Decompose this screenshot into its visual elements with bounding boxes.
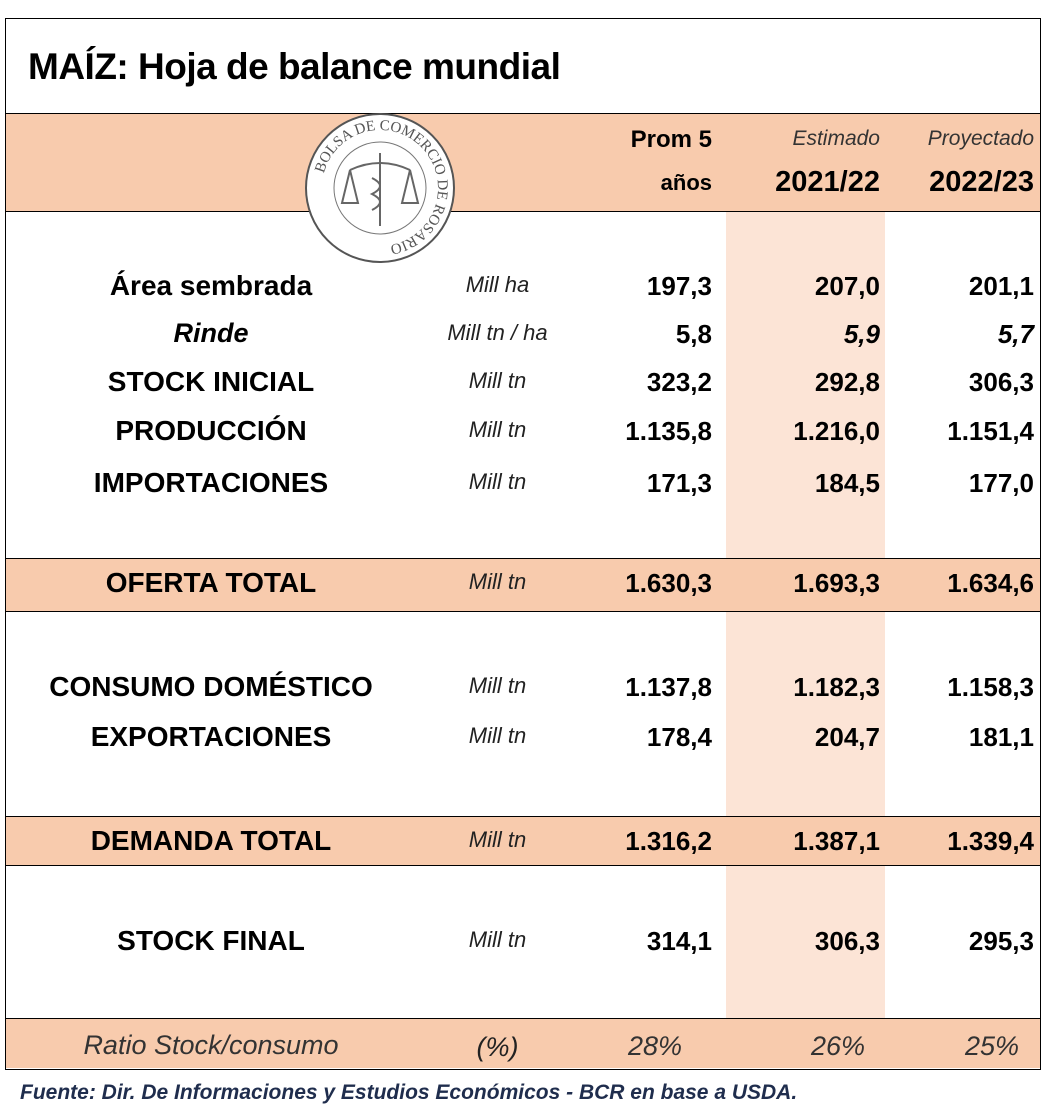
- row-label: Ratio Stock/consumo: [83, 1030, 339, 1060]
- row-value: 323,2: [646, 367, 712, 397]
- header-line2: años: [660, 170, 712, 195]
- row-value: 292,8: [814, 367, 880, 397]
- row-value: 5,9: [843, 319, 880, 349]
- row-label: DEMANDA TOTAL: [90, 825, 332, 856]
- row-value: 197,3: [646, 271, 712, 301]
- row-unit: Mill tn: [468, 569, 527, 594]
- row-value: 1.137,8: [625, 672, 712, 702]
- row-value: 171,3: [646, 468, 712, 498]
- row-value: 1.216,0: [793, 416, 880, 446]
- row-label: CONSUMO DOMÉSTICO: [49, 671, 373, 702]
- row-unit: Mill tn: [468, 723, 527, 748]
- row-label: IMPORTACIONES: [93, 467, 329, 498]
- row-value: 1.316,2: [625, 826, 712, 856]
- row-unit: Mill ha: [465, 272, 530, 297]
- row-value: 1.135,8: [625, 416, 712, 446]
- row-unit: Mill tn: [468, 469, 527, 494]
- row-unit: Mill tn: [468, 673, 527, 698]
- row-value: 1.630,3: [625, 568, 712, 598]
- header-line2: 2022/23: [929, 166, 1034, 198]
- row-unit: Mill tn: [468, 368, 527, 393]
- row-value: 1.387,1: [793, 826, 880, 856]
- column-highlight: [726, 212, 885, 1018]
- row-value: 1.151,4: [947, 416, 1034, 446]
- row-value: 314,1: [646, 926, 712, 956]
- row-value: 207,0: [814, 271, 880, 301]
- row-value: 204,7: [814, 722, 880, 752]
- header-line1: Estimado: [792, 127, 880, 150]
- logo-emblem: [340, 153, 420, 226]
- row-value: 25%: [964, 1031, 1019, 1061]
- row-band: [6, 558, 1040, 612]
- row-label: EXPORTACIONES: [90, 721, 332, 752]
- row-unit: Mill tn: [468, 417, 527, 442]
- row-band: [6, 1018, 1040, 1068]
- row-label: Rinde: [173, 318, 249, 348]
- header-band: [6, 113, 1040, 212]
- table-frame: [5, 18, 1041, 1070]
- row-value: 1.339,4: [947, 826, 1034, 856]
- row-value: 28%: [627, 1031, 682, 1061]
- title: MAÍZ: Hoja de balance mundial: [28, 46, 561, 87]
- row-value: 1.182,3: [793, 672, 880, 702]
- row-value: 306,3: [814, 926, 880, 956]
- row-value: 26%: [810, 1031, 865, 1061]
- row-value: 1.158,3: [947, 672, 1034, 702]
- row-value: 295,3: [968, 926, 1034, 956]
- row-unit: Mill tn / ha: [447, 320, 548, 345]
- row-value: 5,7: [997, 319, 1034, 349]
- row-label: OFERTA TOTAL: [105, 567, 317, 598]
- logo-inner: [333, 141, 427, 235]
- row-value: 181,1: [968, 722, 1034, 752]
- header-line1: Proyectado: [927, 127, 1034, 150]
- row-band: [6, 816, 1040, 866]
- footer-source: Fuente: Dir. De Informaciones y Estudios…: [20, 1081, 798, 1104]
- row-unit: Mill tn: [468, 927, 527, 952]
- row-value: 1.634,6: [947, 568, 1034, 598]
- row-unit: (%): [476, 1032, 519, 1062]
- row-label: STOCK INICIAL: [107, 366, 315, 397]
- row-label: PRODUCCIÓN: [115, 415, 307, 446]
- row-unit: Mill tn: [468, 827, 527, 852]
- row-value: 184,5: [814, 468, 880, 498]
- row-value: 5,8: [675, 319, 712, 349]
- row-value: 178,4: [646, 722, 712, 752]
- row-value: 1.693,3: [793, 568, 880, 598]
- row-label: STOCK FINAL: [117, 925, 305, 956]
- header-line2: 2021/22: [775, 166, 880, 198]
- row-value: 177,0: [968, 468, 1034, 498]
- header-line1: Prom 5: [630, 126, 712, 153]
- row-value: 201,1: [968, 271, 1034, 301]
- row-label: Área sembrada: [109, 270, 313, 301]
- row-value: 306,3: [968, 367, 1034, 397]
- logo: BOLSA DE COMERCIO DE ROSARIO: [305, 113, 455, 263]
